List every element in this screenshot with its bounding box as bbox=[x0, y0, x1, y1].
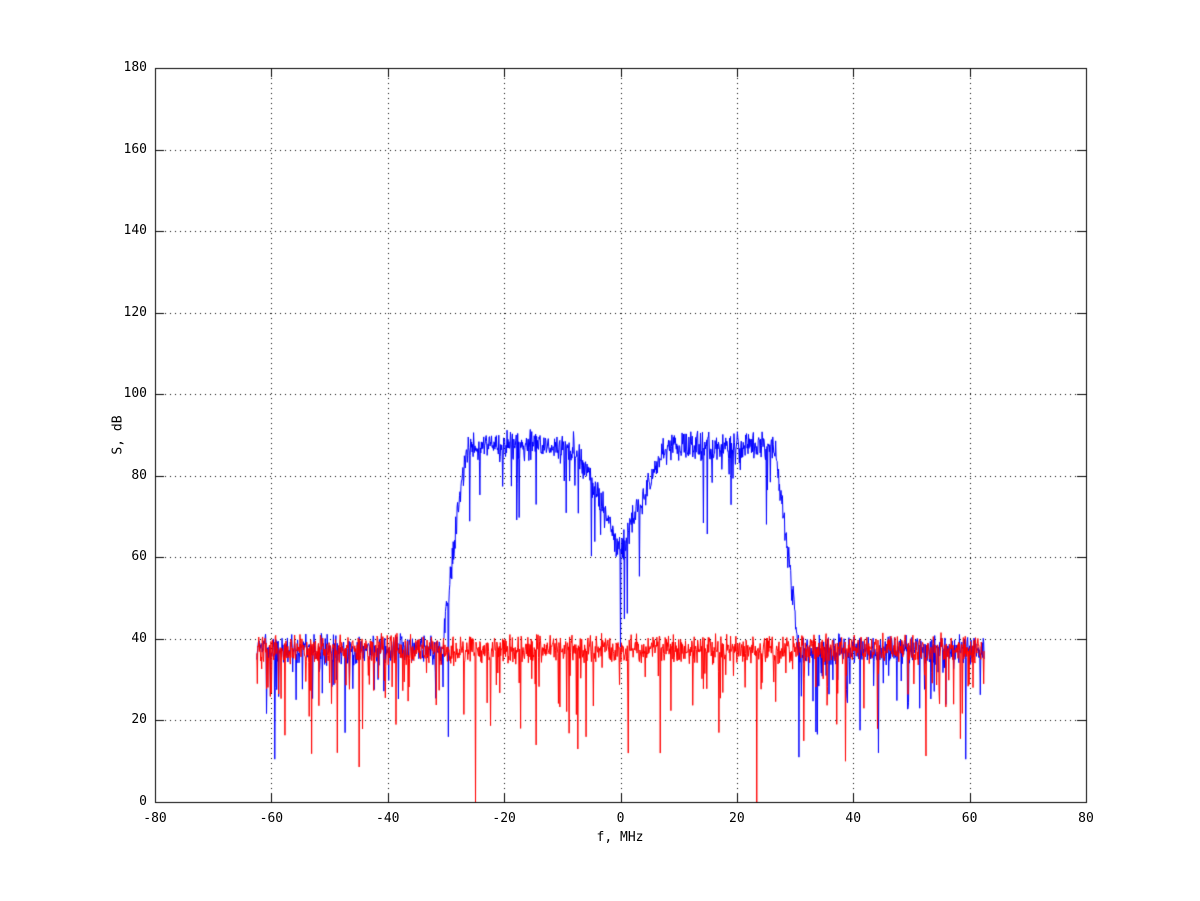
y-tick-label: 80 bbox=[131, 467, 147, 483]
x-tick-label: -20 bbox=[492, 811, 516, 826]
x-tick-label: 40 bbox=[845, 811, 862, 826]
y-tick-label: 20 bbox=[131, 712, 147, 728]
x-axis-label: f, MHz bbox=[596, 830, 644, 845]
y-tick-label: 60 bbox=[131, 549, 147, 565]
x-tick-label: -60 bbox=[259, 811, 284, 826]
x-tick-label: 20 bbox=[729, 811, 745, 826]
y-tick-label: 120 bbox=[123, 304, 147, 320]
y-axis-label: S, dB bbox=[110, 415, 126, 455]
y-tick-label: 180 bbox=[123, 60, 147, 75]
y-tick-label: 0 bbox=[139, 794, 147, 809]
x-tick-label: 0 bbox=[616, 811, 625, 826]
y-tick-label: 160 bbox=[123, 141, 147, 157]
y-tick-label: 100 bbox=[123, 386, 147, 402]
x-tick-label: -80 bbox=[143, 811, 167, 826]
x-tick-label: 80 bbox=[1078, 811, 1094, 826]
y-tick-label: 140 bbox=[123, 223, 147, 239]
x-tick-label: -40 bbox=[376, 811, 400, 826]
y-tick-label: 40 bbox=[131, 630, 147, 646]
x-tick-label: 60 bbox=[961, 811, 978, 826]
